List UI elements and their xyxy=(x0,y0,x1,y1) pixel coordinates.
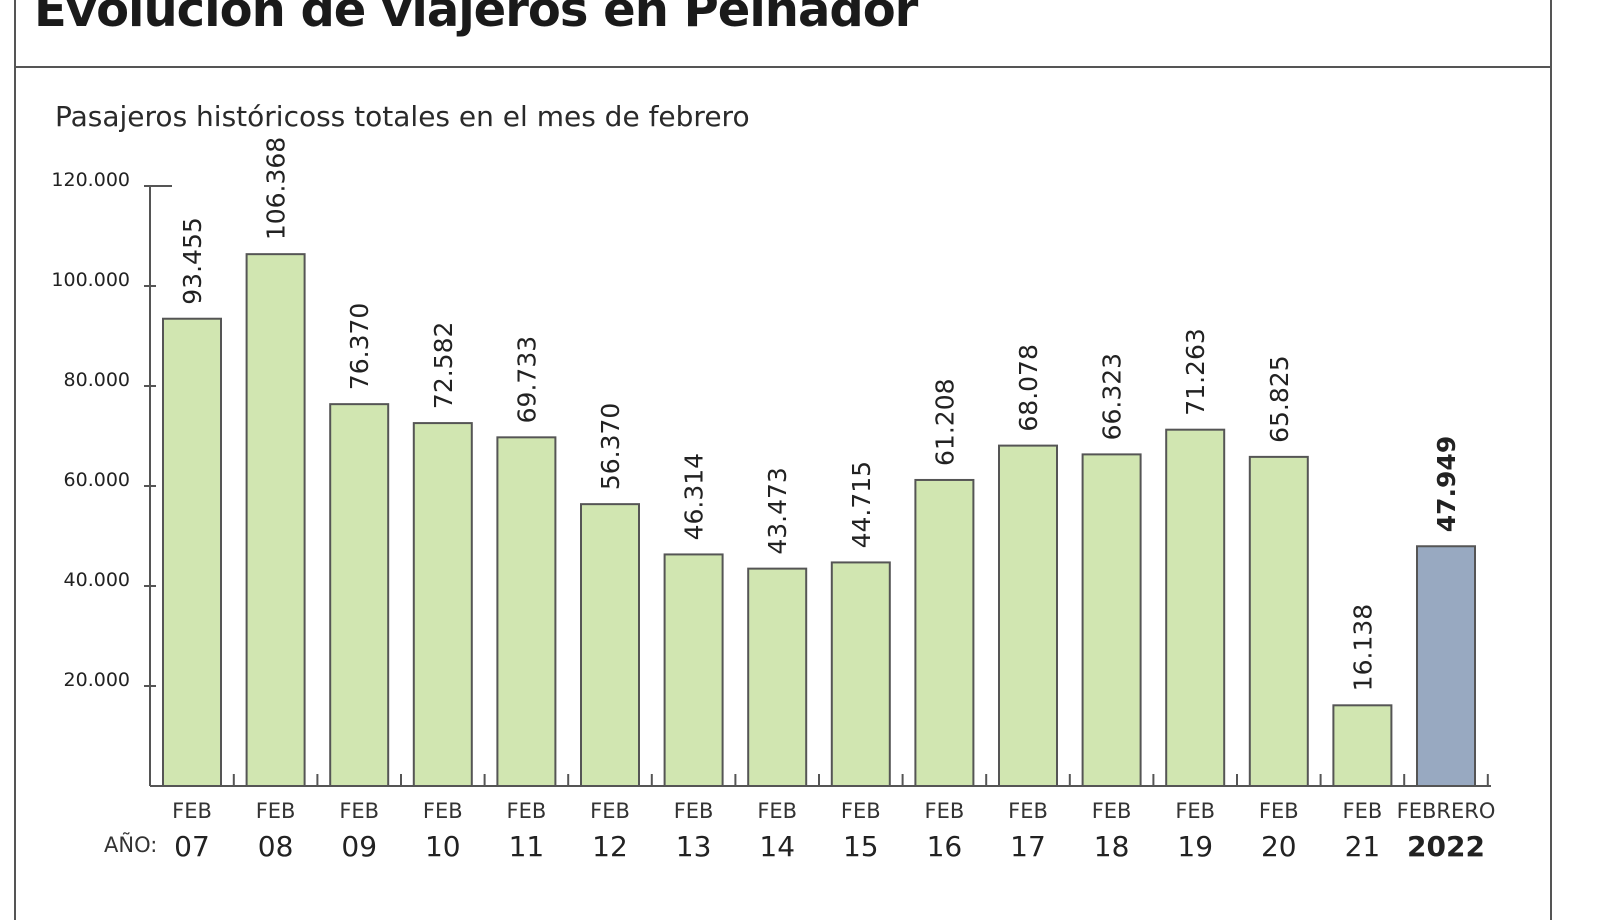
x-tick-label-year: 21 xyxy=(1345,830,1381,863)
data-label: 61.208 xyxy=(930,378,959,465)
bar xyxy=(1081,453,1142,787)
data-label: 93.455 xyxy=(178,217,207,304)
data-label: 56.370 xyxy=(596,403,625,490)
bar xyxy=(1165,428,1226,787)
bar xyxy=(580,503,640,787)
y-tick-label: 40.000 xyxy=(64,569,130,591)
x-tick-label-month: FEB xyxy=(925,799,965,823)
data-label: 69.733 xyxy=(512,336,541,423)
x-tick-label-year: 19 xyxy=(1177,830,1213,863)
x-tick-label-year: 13 xyxy=(676,830,712,863)
bar xyxy=(245,253,306,788)
x-axis-prefix: AÑO: xyxy=(104,831,157,857)
x-tick-label-year: 18 xyxy=(1094,830,1130,863)
x-tick-label-month: FEBRERO xyxy=(1397,799,1496,823)
bar xyxy=(329,403,390,787)
bar xyxy=(747,567,808,788)
x-tick-label-month: FEB xyxy=(1259,799,1299,823)
x-tick-label-year: 10 xyxy=(425,830,461,863)
x-tick-label-month: FEB xyxy=(256,799,296,823)
data-label: 76.370 xyxy=(345,303,374,390)
x-tick-label-year: 11 xyxy=(509,830,545,863)
title-divider xyxy=(14,66,1552,68)
data-label: 44.715 xyxy=(847,461,876,548)
x-tick-label-year: 17 xyxy=(1010,830,1046,863)
y-tick-label: 60.000 xyxy=(64,469,130,491)
data-label: 72.582 xyxy=(429,322,458,409)
data-label: 71.263 xyxy=(1181,328,1210,415)
x-tick-label-month: FEB xyxy=(674,799,714,823)
data-label: 47.949 xyxy=(1432,436,1461,532)
x-tick-label-month: FEB xyxy=(841,799,881,823)
x-tick-label-year: 2022 xyxy=(1407,830,1485,863)
bar xyxy=(496,436,557,787)
data-label: 46.314 xyxy=(680,453,709,540)
x-tick-label-month: FEB xyxy=(1343,799,1383,823)
x-tick-label-month: FEB xyxy=(507,799,547,823)
data-label: 106.368 xyxy=(262,137,291,240)
chart-frame xyxy=(14,0,1552,920)
data-label: 43.473 xyxy=(763,467,792,554)
bar-highlight xyxy=(1416,545,1476,787)
x-tick-label-year: 07 xyxy=(174,830,210,863)
bar-chart: 20.000 40.000 60.000 80.000 100.000 120.000 AÑ… xyxy=(51,137,1496,863)
x-tick-label-month: FEB xyxy=(1008,799,1048,823)
x-tick-label-year: 15 xyxy=(843,830,879,863)
data-label: 68.078 xyxy=(1014,344,1043,431)
y-tick-label: 100.000 xyxy=(51,269,130,291)
bar xyxy=(998,444,1058,787)
x-tick-label-month: FEB xyxy=(1092,799,1132,823)
bar xyxy=(914,478,975,787)
x-tick-label-month: FEB xyxy=(1175,799,1215,823)
x-tick-label-month: FEB xyxy=(757,799,797,823)
chart-subtitle: Pasajeros históricoss totales en el mes … xyxy=(55,100,750,133)
chart-title: Evolución de viajeros en Peinador xyxy=(34,0,918,38)
x-tick-label-year: 20 xyxy=(1261,830,1297,863)
y-tick-label: 80.000 xyxy=(64,369,130,391)
x-tick-label-year: 12 xyxy=(592,830,628,863)
bar xyxy=(1248,455,1309,787)
y-tick-label: 20.000 xyxy=(64,669,130,691)
bar xyxy=(162,317,222,787)
data-label: 66.323 xyxy=(1098,353,1127,440)
bar xyxy=(663,553,724,787)
x-tick-label-month: FEB xyxy=(423,799,463,823)
bar xyxy=(830,561,891,787)
data-label: 65.825 xyxy=(1265,355,1294,442)
x-tick-label-year: 09 xyxy=(341,830,377,863)
x-tick-label-year: 14 xyxy=(759,830,795,863)
bar xyxy=(1332,704,1393,787)
x-tick-label-year: 16 xyxy=(927,830,963,863)
data-label: 16.138 xyxy=(1348,604,1377,691)
x-tick-label-year: 08 xyxy=(258,830,294,863)
y-tick-label: 120.000 xyxy=(51,169,130,191)
x-tick-label-month: FEB xyxy=(172,799,212,823)
x-tick-label-month: FEB xyxy=(339,799,379,823)
bar xyxy=(412,422,473,787)
x-tick-label-month: FEB xyxy=(590,799,630,823)
